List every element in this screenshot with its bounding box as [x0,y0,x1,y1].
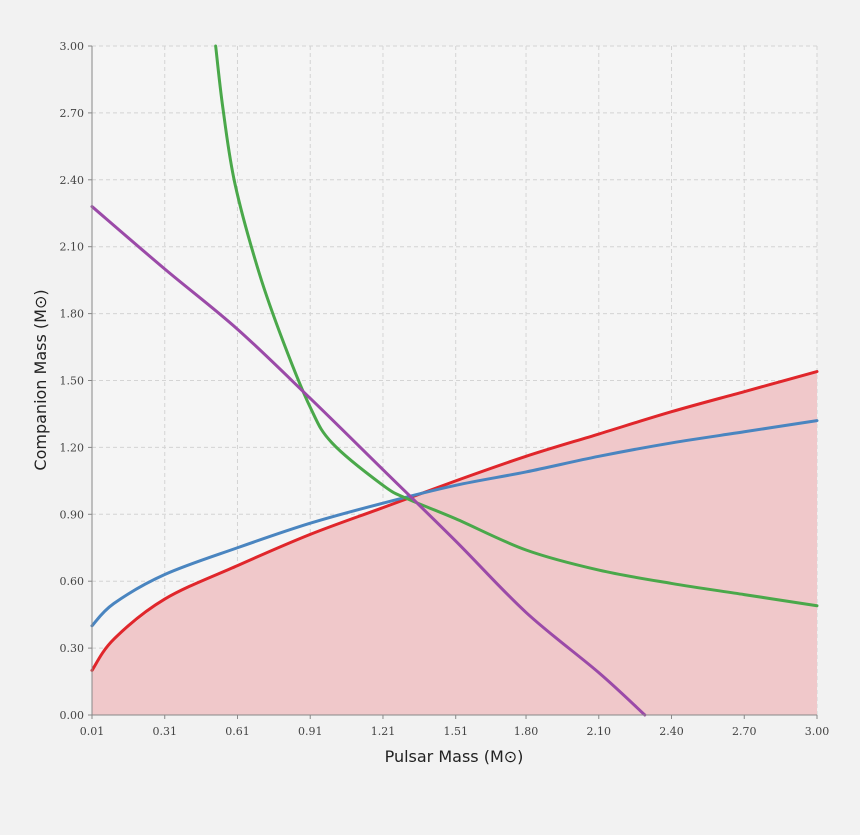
x-tick-label: 1.80 [514,725,539,738]
y-tick-label: 0.90 [60,508,85,521]
x-tick-label: 1.51 [443,725,468,738]
series-line-4 [90,205,647,717]
y-tick-labels: 0.00 0.30 0.60 0.90 1.20 1.50 1.80 2.10 2.40 2.70… [60,40,92,722]
x-tick-label: 2.10 [587,725,612,738]
y-tick-label: 1.50 [60,375,85,388]
x-tick-label: 0.91 [298,725,323,738]
x-tick-label: 0.01 [80,725,105,738]
series-line-2 [90,419,819,628]
x-tick-label: 2.70 [732,725,757,738]
y-tick-label: 0.00 [60,709,85,722]
x-tick-label: 0.61 [225,725,250,738]
x-tick-label: 3.00 [805,725,830,738]
series-line-3 [214,44,819,608]
x-tick-label: 2.40 [659,725,684,738]
y-tick-label: 3.00 [60,40,85,53]
y-tick-label: 2.10 [60,241,85,254]
y-tick-label: 2.40 [60,174,85,187]
series-lines [90,44,819,717]
x-axis-title: Pulsar Mass (M⊙) [385,747,524,766]
x-tick-label: 0.31 [152,725,177,738]
y-tick-label: 1.20 [60,441,85,454]
y-tick-label: 0.30 [60,642,85,655]
y-axis-title: Companion Mass (M⊙) [31,289,50,470]
x-tick-labels: 0.01 0.31 0.61 0.91 1.21 1.51 1.80 2.10 2.40 2.70… [80,715,830,738]
y-tick-label: 1.80 [60,308,85,321]
x-tick-label: 1.21 [371,725,396,738]
excluded-region [92,371,817,715]
y-tick-label: 0.60 [60,575,85,588]
y-tick-label: 2.70 [60,107,85,120]
